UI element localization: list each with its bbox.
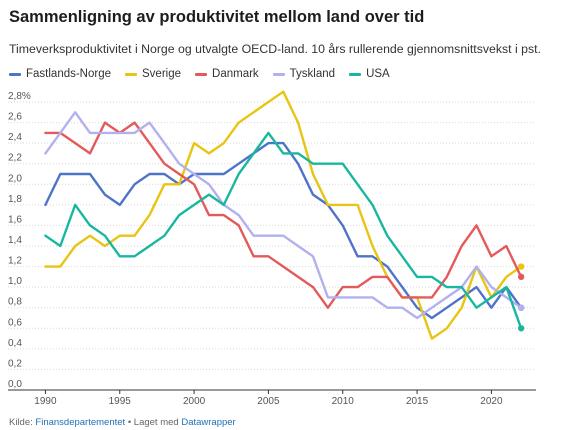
y-tick-label: 0,2	[8, 358, 22, 369]
source-link[interactable]: Finansdepartementet	[35, 417, 126, 428]
legend-item: Sverige	[125, 68, 181, 80]
y-tick-label: 0,8	[8, 297, 22, 308]
x-tick-label: 2020	[480, 396, 503, 407]
x-tick-label: 2000	[183, 396, 206, 407]
series-end-point	[517, 325, 525, 332]
legend-swatch	[349, 72, 362, 76]
legend-label: USA	[366, 68, 390, 80]
y-tick-label: 2,0	[8, 173, 22, 184]
datawrapper-link[interactable]: Datawrapper	[181, 417, 236, 428]
series-line	[44, 90, 523, 340]
y-tick-label: 2,6	[8, 112, 22, 123]
y-tick-label: 1,0	[8, 276, 22, 287]
y-tick-label: 2,4	[8, 132, 22, 143]
x-tick-label: 1990	[34, 396, 57, 407]
legend-label: Fastlands-Norge	[26, 68, 112, 80]
series-end-point	[517, 273, 525, 281]
y-tick-label: 1,6	[8, 214, 22, 225]
legend-label: Sverige	[142, 68, 182, 80]
series-line	[44, 141, 523, 320]
series-line	[44, 111, 523, 320]
legend: Fastlands-Norge Sverige Danmark Tyskland USA	[9, 68, 404, 80]
x-tick-label: 2010	[332, 396, 355, 407]
footer-separator: • Laget med	[125, 417, 182, 428]
legend-item: Fastlands-Norge	[9, 68, 111, 80]
legend-swatch	[9, 72, 21, 76]
legend-label: Tyskland	[289, 68, 336, 80]
y-tick-label: 1,8	[8, 194, 22, 205]
y-tick-label: 0,4	[8, 338, 22, 349]
series-end-point	[517, 263, 525, 270]
y-tick-label: 2,2	[8, 153, 22, 164]
x-tick-label: 1995	[109, 396, 132, 407]
legend-swatch	[195, 72, 208, 76]
line-chart: 0,0 0,2 0,4 0,6 0,8 1,0 1,2 1,4 1,6 1,8 2,0 2,2 2,4 2…	[8, 90, 536, 407]
y-tick-label: 0,6	[8, 317, 22, 328]
y-tick-label: 1,2	[8, 256, 22, 267]
legend-swatch	[125, 72, 138, 76]
y-tick-label: 1,4	[8, 235, 22, 246]
source-prefix: Kilde:	[9, 417, 36, 428]
footer: Kilde: Finansdepartementet • Laget med D…	[9, 417, 236, 428]
series-line	[44, 121, 523, 309]
series-line	[44, 131, 523, 330]
y-tick-label: 0,0	[8, 379, 22, 390]
chart-title: Sammenligning av produktivitet mellom la…	[9, 8, 425, 26]
x-tick-label: 2015	[406, 396, 429, 407]
x-tick-label: 2005	[257, 396, 280, 407]
legend-label: Danmark	[212, 68, 259, 80]
legend-item: Tyskland	[272, 68, 336, 80]
chart-subtitle: Timeverksproduktivitet i Norge og utvalg…	[9, 42, 541, 56]
y-tick-label: 2,8%	[8, 91, 31, 102]
legend-item: Danmark	[195, 68, 259, 80]
series-end-point	[517, 304, 525, 311]
legend-swatch	[272, 72, 285, 76]
legend-item: USA	[349, 68, 390, 80]
